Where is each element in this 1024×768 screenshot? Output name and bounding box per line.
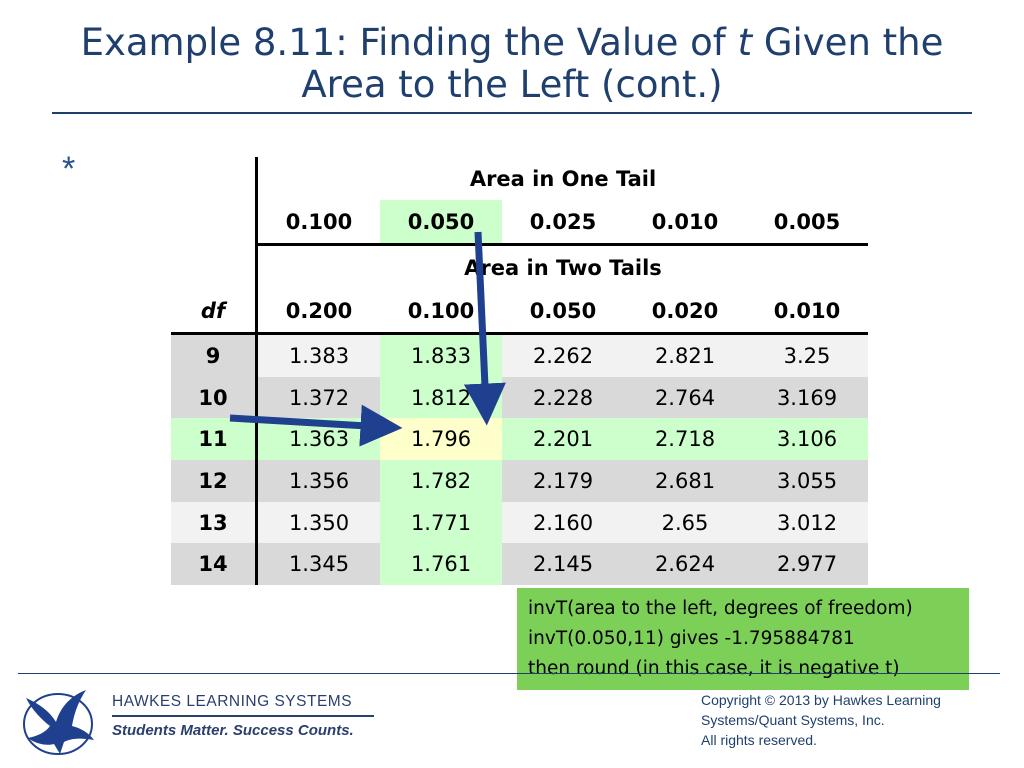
table-cell: 3.055 — [746, 460, 868, 502]
note-line-2: invT(0.050,11) gives -1.795884781 — [528, 628, 855, 649]
df-cell: 14 — [171, 543, 258, 586]
one-tail-values-row: 0.100 0.050 0.025 0.010 0.005 — [171, 200, 868, 245]
table-cell: 2.718 — [624, 418, 746, 461]
note-line-3: then round (in this case, it is negative… — [528, 658, 900, 679]
one-tail-header: Area in One Tail — [256, 157, 868, 200]
company-name: HAWKES LEARNING SYSTEMS — [112, 693, 353, 710]
company-tagline: Students Matter. Success Counts. — [112, 722, 354, 739]
table-cell: 2.160 — [502, 501, 624, 544]
table-cell: 1.372 — [256, 376, 380, 419]
table-cell: 3.106 — [746, 418, 868, 461]
one-tail-value: 0.025 — [502, 200, 624, 245]
two-tail-value: 0.200 — [256, 289, 380, 334]
empty-corner-cell — [171, 157, 258, 200]
slide-title: Example 8.11: Finding the Value of t Giv… — [40, 22, 984, 106]
table-cell: 1.782 — [380, 460, 502, 502]
df-cell-highlighted: 11 — [171, 418, 258, 461]
empty-df-cell — [171, 244, 258, 289]
answer-cell: 1.796 — [380, 418, 502, 461]
table-cell: 2.624 — [624, 543, 746, 586]
table-row: 10 1.372 1.812 2.228 2.764 3.169 — [171, 376, 868, 419]
df-cell: 13 — [171, 501, 258, 544]
table-cell: 3.169 — [746, 376, 868, 419]
df-cell: 9 — [171, 331, 258, 377]
table-cell: 2.821 — [624, 331, 746, 377]
two-tail-header-row: Area in Two Tails — [171, 243, 868, 289]
one-tail-value: 0.005 — [746, 200, 868, 245]
title-suffix: Given the — [752, 21, 944, 64]
copyright-notice: Copyright © 2013 by Hawkes Learning Syst… — [701, 690, 941, 750]
table-cell: 1.812 — [380, 376, 502, 419]
table-cell: 1.356 — [256, 460, 380, 502]
table-row: 14 1.345 1.761 2.145 2.624 2.977 — [171, 543, 868, 586]
one-tail-value: 0.100 — [256, 200, 380, 245]
note-line-1: invT(area to the left, degrees of freedo… — [528, 598, 913, 619]
copyright-line: All rights reserved. — [701, 732, 817, 748]
two-tail-header: Area in Two Tails — [256, 243, 868, 289]
table-cell: 2.145 — [502, 543, 624, 586]
table-cell: 1.771 — [380, 501, 502, 544]
hawk-logo-icon — [23, 690, 94, 755]
title-line-2: Area to the Left (cont.) — [301, 63, 723, 106]
table-cell: 2.65 — [624, 501, 746, 544]
table-cell: 1.833 — [380, 331, 502, 377]
two-tail-value: 0.010 — [746, 289, 868, 334]
table-cell: 2.764 — [624, 376, 746, 419]
df-cell: 10 — [171, 376, 258, 419]
two-tail-values-row: df 0.200 0.100 0.050 0.020 0.010 — [171, 289, 868, 334]
bullet-asterisk: * — [62, 150, 76, 188]
two-tail-value: 0.020 — [624, 289, 746, 334]
table-row: 12 1.356 1.782 2.179 2.681 3.055 — [171, 460, 868, 502]
table-cell: 2.179 — [502, 460, 624, 502]
title-italic-t: t — [737, 21, 753, 64]
table-row: 13 1.350 1.771 2.160 2.65 3.012 — [171, 501, 868, 544]
table-cell: 2.262 — [502, 331, 624, 377]
table-cell: 1.345 — [256, 543, 380, 586]
title-line-1: Example 8.11: Finding the Value of t Giv… — [40, 22, 984, 64]
copyright-line: Systems/Quant Systems, Inc. — [701, 712, 885, 728]
two-tail-value: 0.100 — [380, 289, 502, 334]
df-header: df — [171, 289, 258, 334]
footer-divider — [18, 673, 1000, 674]
title-prefix: Example 8.11: Finding the Value of — [80, 21, 738, 64]
two-tail-value: 0.050 — [502, 289, 624, 334]
company-underline — [112, 715, 374, 717]
table-row-highlighted: 11 1.363 1.796 2.201 2.718 3.106 — [171, 418, 868, 461]
copyright-line: Copyright © 2013 by Hawkes Learning — [701, 692, 941, 708]
table-cell: 1.350 — [256, 501, 380, 544]
table-cell: 3.012 — [746, 501, 868, 544]
t-distribution-table: Area in One Tail 0.100 0.050 0.025 0.010… — [171, 157, 868, 586]
empty-df-cell — [171, 200, 258, 245]
df-cell: 12 — [171, 460, 258, 502]
calculator-note: invT(area to the left, degrees of freedo… — [517, 588, 969, 690]
table-cell: 2.201 — [502, 418, 624, 461]
table-row: 9 1.383 1.833 2.262 2.821 3.25 — [171, 331, 868, 377]
table-cell: 3.25 — [746, 331, 868, 377]
table-cell: 1.761 — [380, 543, 502, 586]
table-cell: 2.681 — [624, 460, 746, 502]
one-tail-value-highlighted: 0.050 — [380, 200, 502, 245]
table-cell: 1.383 — [256, 331, 380, 377]
title-divider — [52, 112, 972, 114]
table-cell: 2.977 — [746, 543, 868, 586]
one-tail-header-row: Area in One Tail — [171, 157, 868, 200]
one-tail-value: 0.010 — [624, 200, 746, 245]
table-cell: 2.228 — [502, 376, 624, 419]
table-cell: 1.363 — [256, 418, 380, 461]
